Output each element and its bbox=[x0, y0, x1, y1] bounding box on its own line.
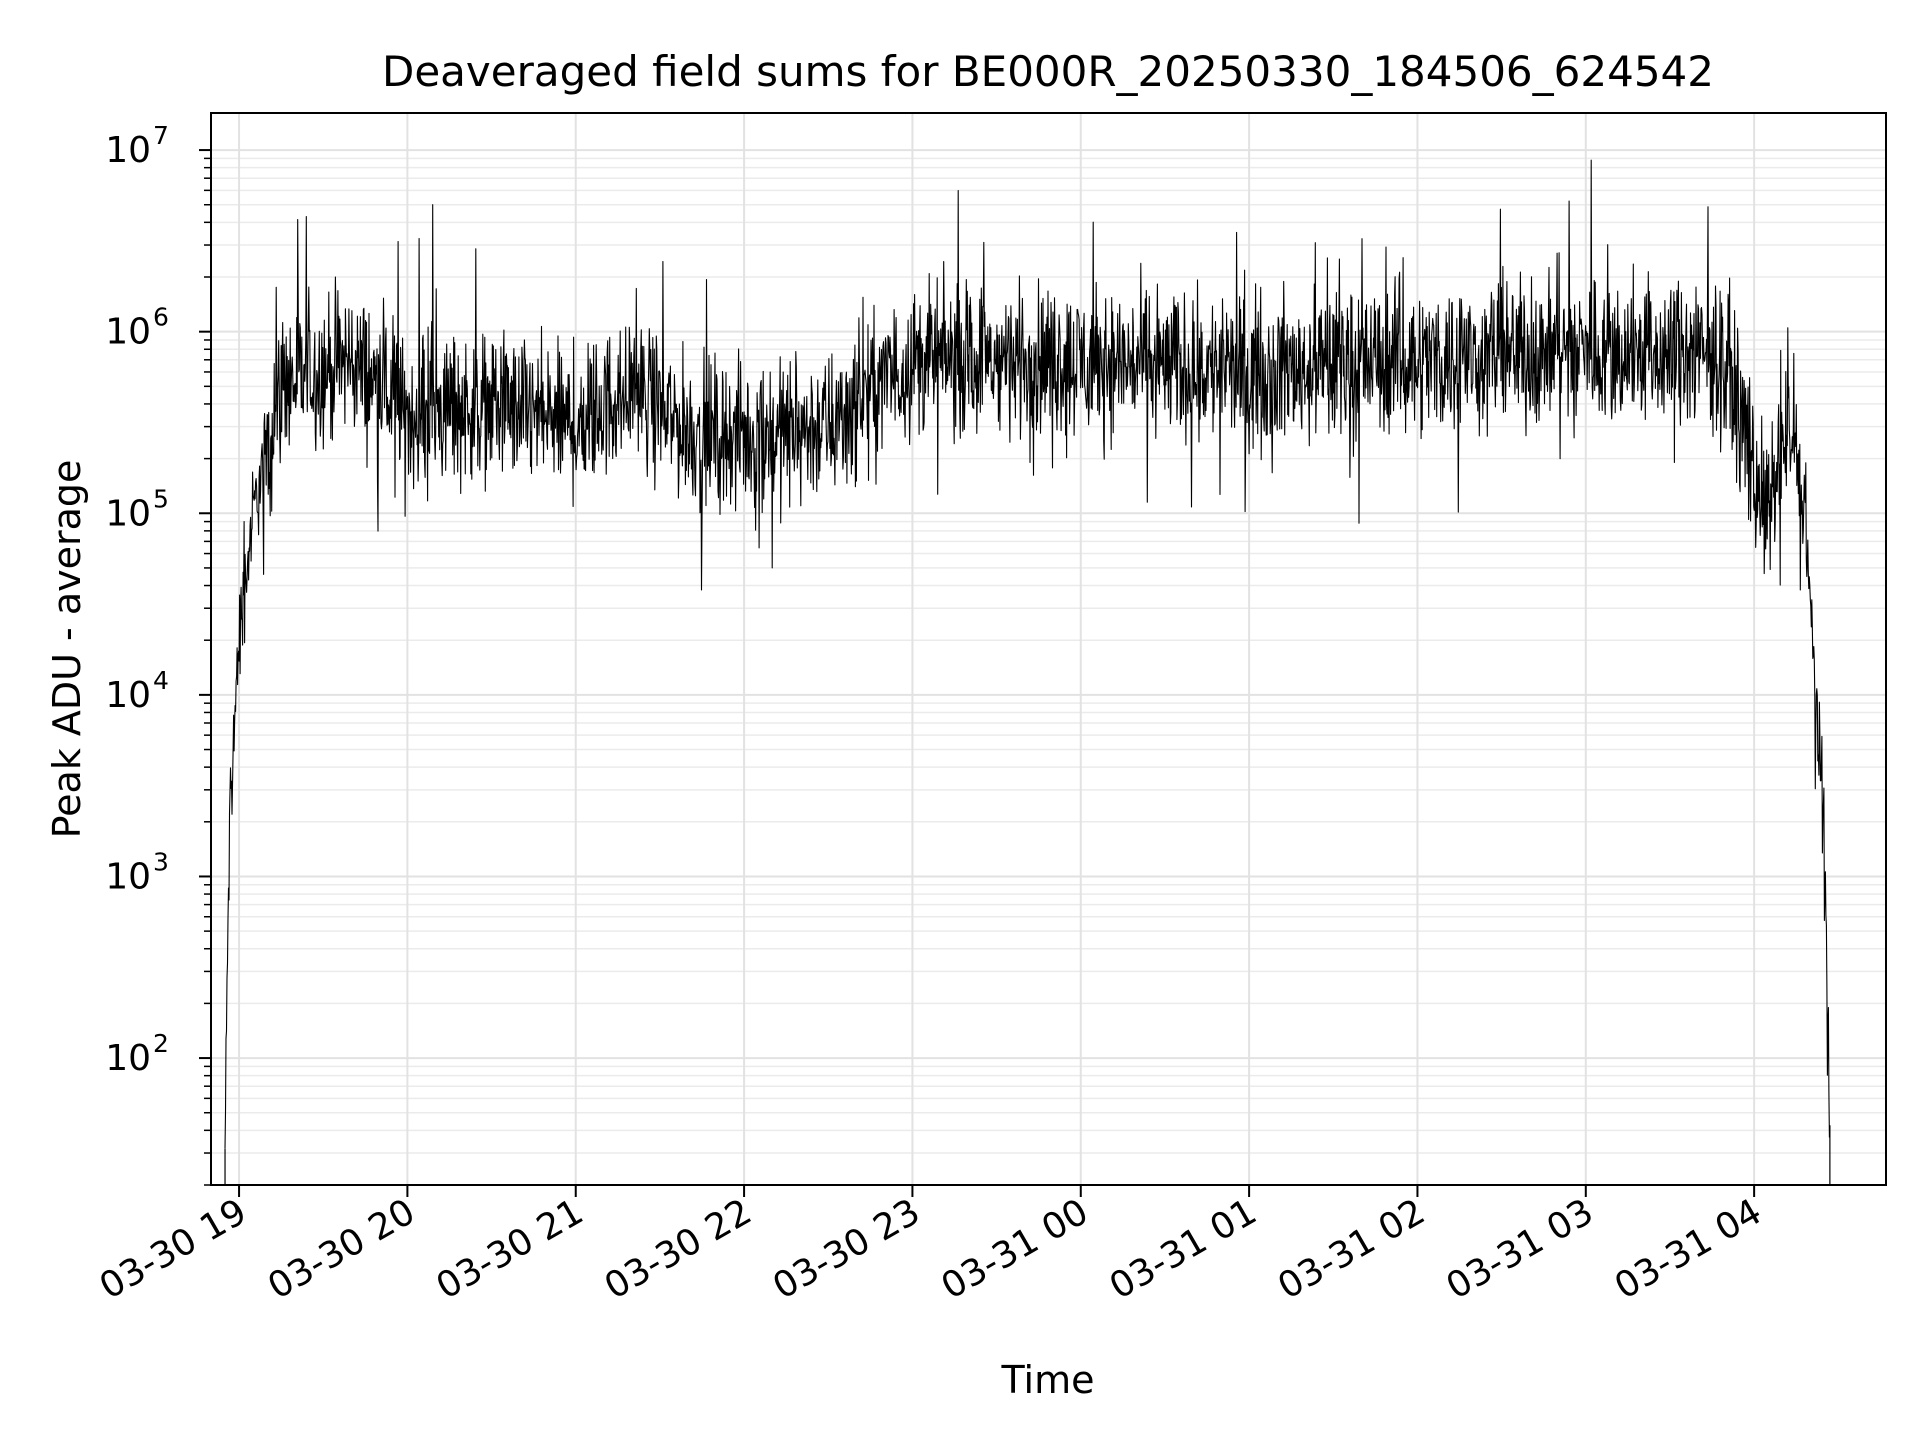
y-tick-exponent: 7 bbox=[153, 121, 169, 150]
y-tick-exponent: 5 bbox=[153, 484, 169, 513]
series-line bbox=[224, 159, 1831, 1185]
major-gridlines bbox=[211, 113, 1886, 1185]
y-tick-exponent: 4 bbox=[153, 666, 169, 695]
x-axis-label: Time bbox=[1001, 1358, 1095, 1402]
y-tick-label: 10 bbox=[105, 493, 151, 534]
y-tick-label: 10 bbox=[105, 856, 151, 897]
y-tick-exponent: 2 bbox=[153, 1029, 169, 1058]
y-tick-label: 10 bbox=[105, 1038, 151, 1079]
y-tick-exponent: 6 bbox=[153, 303, 169, 332]
y-tick-exponent: 3 bbox=[153, 847, 169, 876]
chart-title: Deaveraged field sums for BE000R_2025033… bbox=[382, 47, 1714, 96]
y-axis-label: Peak ADU - average bbox=[45, 460, 89, 839]
series-path bbox=[224, 159, 1831, 1149]
plot-frame bbox=[210, 112, 1887, 1186]
y-tick-label: 10 bbox=[105, 675, 151, 716]
y-tick-label: 10 bbox=[105, 312, 151, 353]
y-tick-label: 10 bbox=[105, 130, 151, 171]
